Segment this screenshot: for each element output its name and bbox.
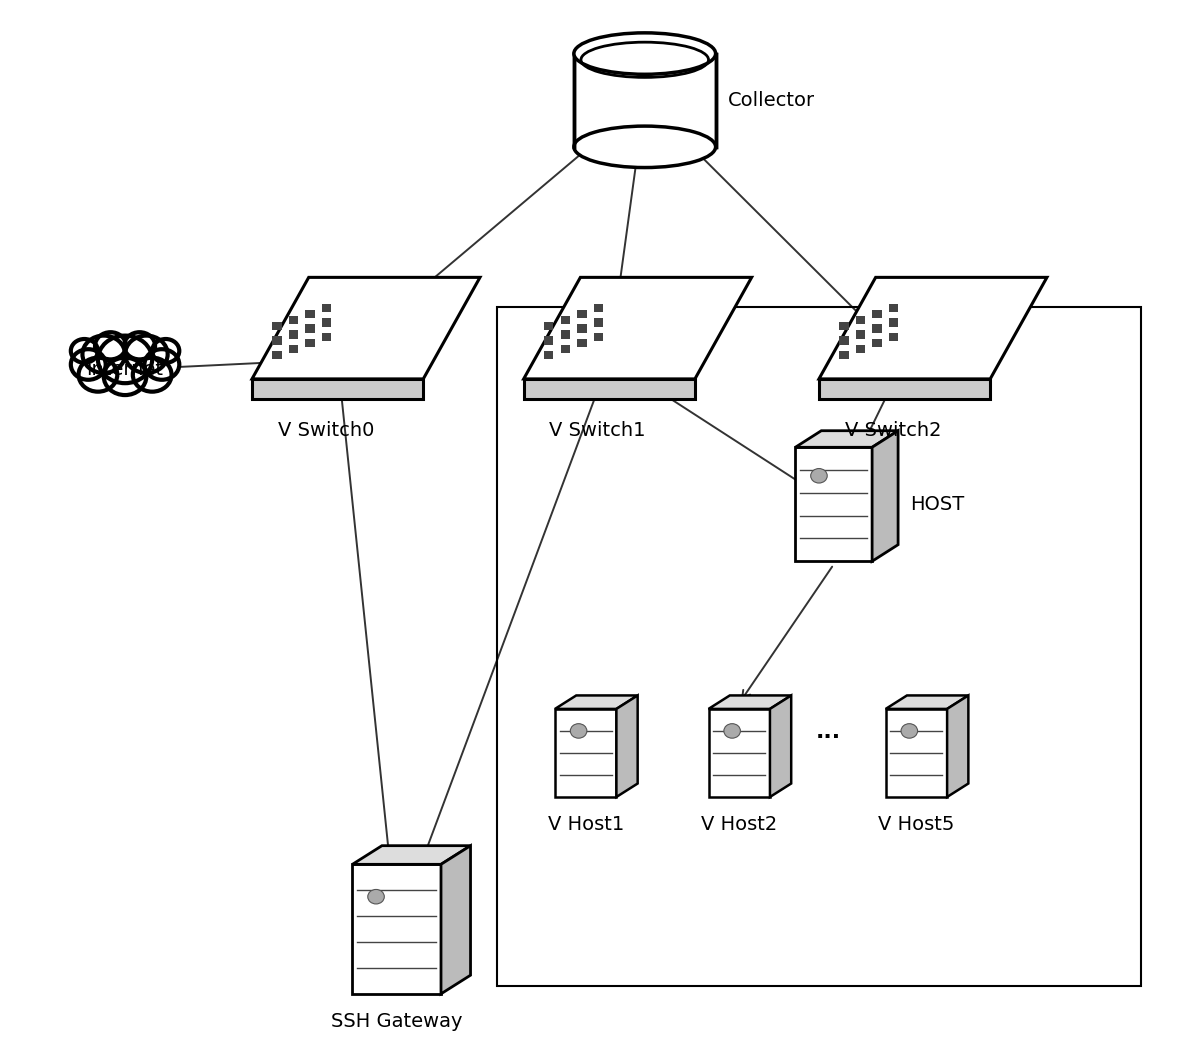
Polygon shape: [523, 277, 752, 379]
Circle shape: [810, 468, 827, 483]
Polygon shape: [885, 695, 968, 709]
Circle shape: [98, 336, 152, 383]
Bar: [560, 316, 570, 324]
Polygon shape: [872, 430, 899, 562]
Bar: [306, 339, 314, 348]
Bar: [544, 336, 553, 344]
Text: V Host1: V Host1: [547, 815, 624, 834]
Polygon shape: [948, 695, 968, 797]
Text: V Switch2: V Switch2: [845, 421, 940, 440]
Bar: [889, 303, 899, 312]
Polygon shape: [554, 695, 638, 709]
Polygon shape: [709, 709, 770, 797]
Bar: [839, 322, 848, 330]
Bar: [289, 345, 299, 353]
Bar: [306, 310, 314, 318]
Bar: [872, 310, 882, 318]
Polygon shape: [819, 379, 991, 399]
Text: V Host2: V Host2: [701, 815, 778, 834]
Bar: [289, 331, 299, 339]
Bar: [839, 351, 848, 359]
Bar: [889, 318, 899, 327]
Circle shape: [133, 358, 172, 392]
Circle shape: [724, 723, 741, 738]
Bar: [272, 336, 282, 344]
Bar: [856, 316, 865, 324]
Circle shape: [104, 358, 146, 395]
Bar: [594, 333, 603, 341]
Circle shape: [96, 332, 125, 359]
Polygon shape: [819, 277, 1047, 379]
Bar: [574, 54, 716, 147]
Bar: [856, 345, 865, 353]
Bar: [272, 351, 282, 359]
Polygon shape: [885, 709, 948, 797]
Circle shape: [71, 339, 98, 363]
Bar: [594, 318, 603, 327]
Bar: [577, 310, 587, 318]
Circle shape: [82, 336, 125, 373]
Circle shape: [145, 350, 179, 380]
Polygon shape: [523, 379, 695, 399]
Polygon shape: [617, 695, 638, 797]
Circle shape: [570, 723, 587, 738]
Bar: [306, 324, 314, 333]
Text: V Switch1: V Switch1: [550, 421, 645, 440]
Bar: [272, 322, 282, 330]
Circle shape: [125, 336, 167, 373]
Bar: [497, 308, 1141, 986]
Bar: [321, 333, 331, 341]
Text: HOST: HOST: [911, 495, 964, 513]
Bar: [289, 316, 299, 324]
Bar: [544, 351, 553, 359]
Text: SSH Gateway: SSH Gateway: [331, 1012, 462, 1031]
Bar: [594, 303, 603, 312]
Circle shape: [901, 723, 918, 738]
Polygon shape: [252, 379, 423, 399]
Bar: [321, 303, 331, 312]
Polygon shape: [353, 864, 441, 994]
Polygon shape: [770, 695, 791, 797]
Polygon shape: [796, 430, 899, 447]
Bar: [577, 339, 587, 348]
Bar: [889, 333, 899, 341]
Circle shape: [152, 339, 179, 363]
Text: internet: internet: [86, 360, 164, 379]
Bar: [544, 322, 553, 330]
Circle shape: [71, 350, 105, 380]
Polygon shape: [554, 709, 617, 797]
Circle shape: [124, 332, 155, 359]
Bar: [856, 331, 865, 339]
Polygon shape: [353, 845, 471, 864]
Ellipse shape: [574, 33, 716, 75]
Ellipse shape: [574, 126, 716, 168]
Bar: [872, 324, 882, 333]
Bar: [560, 331, 570, 339]
Polygon shape: [709, 695, 791, 709]
Circle shape: [368, 889, 385, 904]
Bar: [839, 336, 848, 344]
Polygon shape: [441, 845, 471, 994]
Text: Collector: Collector: [728, 90, 815, 109]
Polygon shape: [796, 447, 872, 562]
Text: V Host5: V Host5: [878, 815, 955, 834]
Text: V Switch0: V Switch0: [277, 421, 374, 440]
Bar: [577, 324, 587, 333]
Bar: [85, 375, 166, 394]
Circle shape: [79, 358, 117, 392]
Bar: [560, 345, 570, 353]
Polygon shape: [252, 277, 480, 379]
Bar: [321, 318, 331, 327]
Bar: [872, 339, 882, 348]
Text: ···: ···: [815, 728, 840, 748]
